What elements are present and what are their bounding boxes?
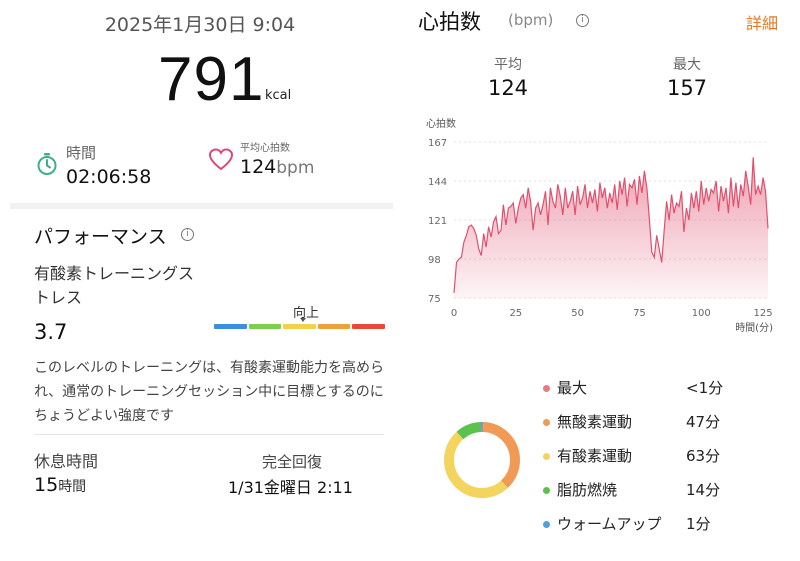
legend-zone-name: 最大 xyxy=(557,379,588,397)
avg-hr-label: 平均心拍数 xyxy=(240,143,290,154)
zone-slice xyxy=(444,422,520,498)
legend-zone-name: 有酸素運動 xyxy=(557,447,633,465)
scale-segment xyxy=(248,324,282,329)
heart-rate-chart: 心拍数 75 98 121 144 167 0 25 50 75 100 125 時間(分) xyxy=(426,117,773,334)
legend-row: 無酸素運動 47分 xyxy=(540,411,780,445)
legend-zone-value: 47分 xyxy=(686,413,721,431)
hr-max-value: 157 xyxy=(666,76,708,100)
scale-segment xyxy=(283,324,316,329)
y-tick-label: 144 xyxy=(428,177,447,188)
legend-dot-icon xyxy=(543,385,550,392)
heart-icon xyxy=(208,148,234,171)
duration-label: 時間 xyxy=(66,144,97,162)
heart-rate-unit: (bpm) xyxy=(508,11,554,29)
info-icon[interactable]: i xyxy=(576,14,589,27)
scale-marker-icon xyxy=(299,318,306,322)
avg-hr-value: 124 xyxy=(240,156,277,178)
x-tick-label: 25 xyxy=(509,308,522,319)
y-tick-label: 75 xyxy=(428,294,441,305)
x-tick-label: 0 xyxy=(451,308,457,319)
legend-zone-name: 脂肪燃焼 xyxy=(557,481,618,499)
section-divider xyxy=(10,203,393,209)
avg-hr-unit: bpm xyxy=(276,158,315,178)
hr-series-line xyxy=(453,157,769,293)
divider xyxy=(34,434,384,435)
workout-datetime: 2025年1月30日 9:04 xyxy=(104,14,296,36)
duration-value: 02:06:58 xyxy=(66,166,152,188)
rest-time-value: 15 xyxy=(34,474,59,496)
hr-zone-legend: 最大 <1分無酸素運動 47分有酸素運動 63分脂肪燃焼 14分ウォームアップ 1分 xyxy=(540,377,780,547)
scale-segment xyxy=(352,324,385,329)
legend-row: 最大 <1分 xyxy=(540,377,780,411)
full-recovery-label: 完全回復 xyxy=(262,453,323,471)
training-effect-scale xyxy=(214,324,385,329)
legend-zone-value: 63分 xyxy=(686,447,721,465)
scale-level-label: 向上 xyxy=(293,306,320,321)
x-tick-label: 50 xyxy=(571,308,584,319)
legend-dot-icon xyxy=(543,521,550,528)
legend-zone-value: 14分 xyxy=(686,481,721,499)
stopwatch-icon xyxy=(37,153,57,175)
details-link[interactable]: 詳細 xyxy=(745,14,778,33)
legend-zone-value: 1分 xyxy=(686,515,711,533)
zone-slice xyxy=(444,422,520,498)
hr-area-fill xyxy=(454,157,768,298)
workout-summary-panel: 2025年1月30日 9:04 791 kcal 時間 02:06:58 平均心… xyxy=(10,14,393,497)
chart-y-label: 心拍数 xyxy=(426,117,456,130)
x-tick-label: 100 xyxy=(692,308,711,319)
x-tick-label: 75 xyxy=(633,308,646,319)
performance-title: パフォーマンス xyxy=(34,226,167,248)
calories-value: 791 xyxy=(158,45,265,114)
heart-rate-panel: 心拍数 (bpm) i 詳細 平均 124 最大 157 心拍数 75 98 121 1… xyxy=(400,0,800,561)
legend-zone-value: <1分 xyxy=(686,379,724,397)
y-tick-label: 167 xyxy=(428,138,447,149)
legend-row: 有酸素運動 63分 xyxy=(540,445,780,479)
aerobic-stress-label: 有酸素トレーニングストレス xyxy=(34,264,195,307)
heart-rate-title: 心拍数 xyxy=(418,10,481,34)
hr-max-label: 最大 xyxy=(673,57,701,73)
y-tick-label: 98 xyxy=(428,255,441,266)
calories-display: 791 xyxy=(158,44,264,115)
scale-segment xyxy=(214,324,247,329)
rest-time-unit: 時間 xyxy=(58,479,87,495)
scale-segment xyxy=(317,324,351,329)
hr-average-label: 平均 xyxy=(494,57,522,73)
legend-dot-icon xyxy=(543,419,550,426)
avg-hr-display: 124bpm xyxy=(240,156,314,178)
calories-unit: kcal xyxy=(265,88,292,103)
x-tick-label: 125 xyxy=(754,308,773,319)
chart-x-label: 時間(分) xyxy=(735,322,773,334)
legend-dot-icon xyxy=(543,453,550,460)
rest-time-display: 15時間 xyxy=(34,474,86,496)
y-tick-label: 121 xyxy=(428,216,447,227)
hr-average-value: 124 xyxy=(487,76,529,100)
legend-row: ウォームアップ 1分 xyxy=(540,513,780,547)
legend-dot-icon xyxy=(543,487,550,494)
info-icon[interactable]: i xyxy=(181,228,194,241)
legend-zone-name: ウォームアップ xyxy=(557,515,662,533)
full-recovery-value: 1/31金曜日 2:11 xyxy=(228,478,353,497)
hr-zone-donut-chart xyxy=(444,422,520,498)
performance-description: このレベルのトレーニングは、有酸素運動能力を高められ、通常のトレーニングセッショ… xyxy=(34,360,384,424)
aerobic-stress-value: 3.7 xyxy=(34,320,68,344)
legend-zone-name: 無酸素運動 xyxy=(557,413,633,431)
zone-slice xyxy=(444,422,520,498)
rest-time-label: 休息時間 xyxy=(34,452,99,471)
legend-row: 脂肪燃焼 14分 xyxy=(540,479,780,513)
